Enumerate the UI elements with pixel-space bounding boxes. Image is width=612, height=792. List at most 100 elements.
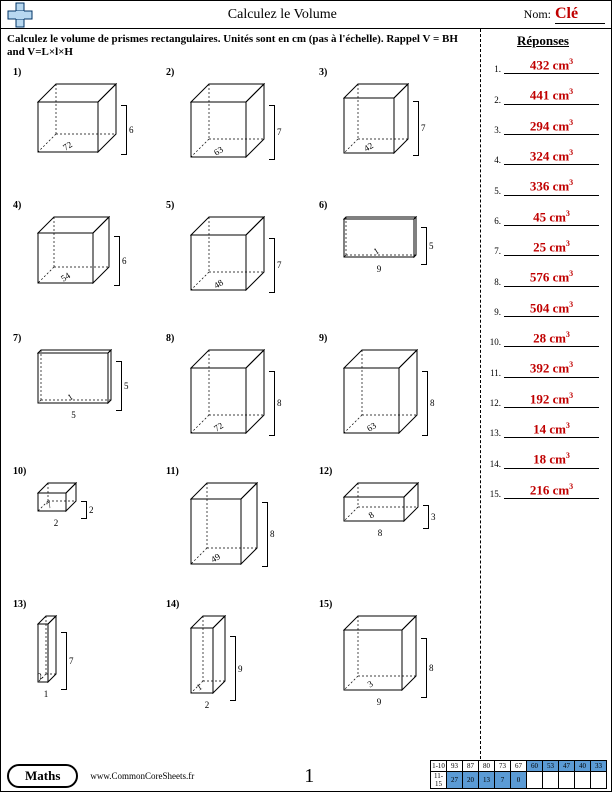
answer-row: 5.336 cm3 — [487, 178, 599, 195]
answer-value: 294 cm3 — [504, 118, 599, 135]
answer-row: 1.432 cm3 — [487, 57, 599, 74]
prism-wrap: 983 — [343, 615, 496, 707]
answer-value: 18 cm3 — [504, 451, 599, 468]
height-dim: 8 — [421, 638, 434, 698]
page-number: 1 — [304, 765, 314, 788]
prism-diagram — [190, 349, 265, 439]
prism-diagram — [37, 83, 117, 158]
prism-diagram — [37, 482, 77, 517]
problem-number: 6) — [319, 200, 327, 211]
prism-col — [37, 83, 117, 158]
prism-diagram — [343, 83, 409, 159]
answers-title: Réponses — [487, 33, 599, 49]
answer-row: 3.294 cm3 — [487, 118, 599, 135]
answer-row: 10.28 cm3 — [487, 330, 599, 347]
height-dim: 8 — [269, 371, 282, 436]
prism-diagram — [343, 615, 417, 696]
page-title: Calculez le Volume — [41, 7, 524, 23]
answer-value: 25 cm3 — [504, 239, 599, 256]
height-dim: 9 — [230, 636, 243, 701]
prism-col: 9 — [343, 216, 417, 274]
problem-number: 8) — [166, 333, 174, 344]
problem-number: 4) — [13, 200, 21, 211]
answer-number: 1. — [487, 64, 501, 74]
prism-col: 1 — [37, 615, 57, 699]
width-dim: 2 — [190, 700, 224, 710]
score-cell: 67 — [511, 761, 527, 772]
prism-col — [343, 83, 409, 159]
problem: 9)863 — [313, 329, 466, 462]
problem: 1)672 — [7, 63, 160, 196]
problem-number: 11) — [166, 466, 179, 477]
score-cell — [559, 772, 575, 789]
answer-value: 216 cm3 — [504, 482, 599, 499]
problem: 15)983 — [313, 595, 466, 728]
answer-row: 13.14 cm3 — [487, 421, 599, 438]
prism-col: 2 — [37, 482, 77, 528]
answer-value: 576 cm3 — [504, 269, 599, 286]
instructions: Calculez le volume de prismes rectangula… — [7, 33, 474, 59]
name-label: Nom: — [524, 7, 551, 22]
prism-diagram — [343, 216, 417, 263]
prism-diagram — [37, 349, 112, 409]
problem-number: 9) — [319, 333, 327, 344]
problem: 12)838 — [313, 462, 466, 595]
answer-value: 324 cm3 — [504, 148, 599, 165]
answer-number: 14. — [487, 459, 501, 469]
score-cell: 33 — [591, 761, 607, 772]
answer-row: 2.441 cm3 — [487, 87, 599, 104]
problem: 11)849 — [160, 462, 313, 595]
problem: 14)291 — [160, 595, 313, 728]
width-dim: 9 — [343, 264, 415, 274]
height-dim: 8 — [422, 371, 435, 436]
answer-number: 8. — [487, 277, 501, 287]
score-cell: 7 — [495, 772, 511, 789]
height-dim: 7 — [269, 105, 282, 160]
problem: 8)872 — [160, 329, 313, 462]
score-cell: 11-15 — [431, 772, 447, 789]
width-dim: 2 — [37, 518, 75, 528]
answer-value: 14 cm3 — [504, 421, 599, 438]
problem-number: 15) — [319, 599, 332, 610]
score-cell: 20 — [463, 772, 479, 789]
height-dim: 5 — [421, 227, 434, 265]
prism-col — [190, 349, 265, 439]
prism-diagram — [343, 482, 419, 527]
score-cell: 53 — [543, 761, 559, 772]
height-dim: 2 — [81, 501, 94, 519]
problem-number: 14) — [166, 599, 179, 610]
score-cell: 87 — [463, 761, 479, 772]
prism-wrap: 838 — [343, 482, 496, 538]
score-cell — [591, 772, 607, 789]
prism-diagram — [190, 83, 265, 163]
height-dim: 7 — [413, 101, 426, 156]
problem-number: 3) — [319, 67, 327, 78]
score-cell: 93 — [447, 761, 463, 772]
height-dim: 8 — [262, 502, 275, 567]
answer-row: 6.45 cm3 — [487, 209, 599, 226]
prism-col: 5 — [37, 349, 112, 420]
problem-number: 13) — [13, 599, 26, 610]
width-dim: 5 — [37, 410, 110, 420]
score-cell: 73 — [495, 761, 511, 772]
main-area: Calculez le volume de prismes rectangula… — [1, 29, 611, 759]
width-dim: 1 — [37, 689, 55, 699]
prism-col — [190, 216, 265, 296]
answer-row: 9.504 cm3 — [487, 300, 599, 317]
prism-col: 2 — [190, 615, 226, 710]
score-cell: 27 — [447, 772, 463, 789]
answer-value: 336 cm3 — [504, 178, 599, 195]
answer-row: 4.324 cm3 — [487, 148, 599, 165]
height-dim: 3 — [423, 505, 436, 529]
problem: 3)742 — [313, 63, 466, 196]
header: Calculez le Volume Nom: Clé — [1, 1, 611, 29]
problem: 5)748 — [160, 196, 313, 329]
answers-list: 1.432 cm3 2.441 cm3 3.294 cm3 4.324 cm3 5.33… — [487, 57, 599, 499]
height-dim: 6 — [121, 105, 134, 155]
height-dim: 7 — [61, 632, 74, 690]
problem: 10)227 — [7, 462, 160, 595]
answer-value: 441 cm3 — [504, 87, 599, 104]
score-table: 1-1093878073676053474033 11-1527201370 — [430, 760, 607, 789]
problem-number: 10) — [13, 466, 26, 477]
answer-value: 28 cm3 — [504, 330, 599, 347]
